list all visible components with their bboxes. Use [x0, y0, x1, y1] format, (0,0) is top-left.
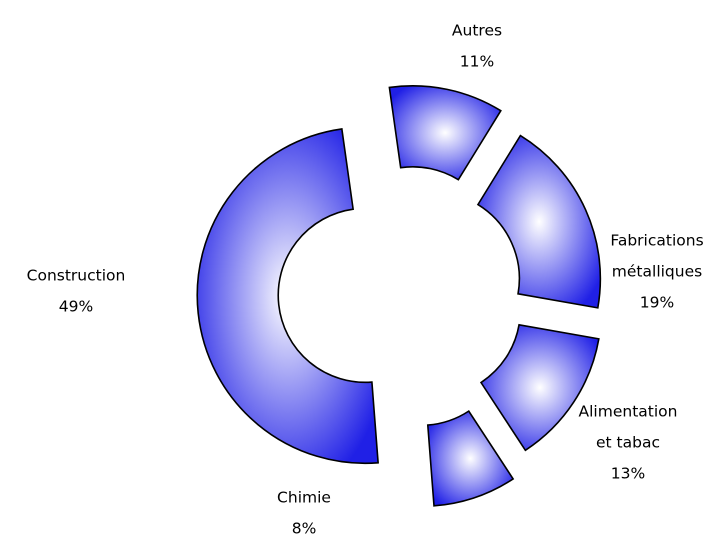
slice-alimentation-et-tabac — [479, 323, 600, 452]
labels-group: Autres 11% Fabrications métalliques 19% Alime… — [27, 22, 704, 538]
slice-category-label: Chimie — [277, 489, 331, 507]
slice-category-label: Construction — [27, 267, 126, 285]
slice-construction — [196, 128, 379, 465]
slice-category-label: et tabac — [596, 434, 660, 452]
slice-value-label: 13% — [611, 465, 645, 483]
slice-value-label: 8% — [292, 520, 317, 538]
slice-category-label: Alimentation — [579, 403, 678, 421]
slice-category-label: Autres — [452, 22, 502, 40]
slice-autres — [388, 85, 502, 181]
slice-value-label: 19% — [640, 294, 674, 312]
slices-group — [196, 85, 602, 507]
slice-value-label: 49% — [59, 298, 93, 316]
slice-chimie — [426, 410, 515, 507]
slice-fabrications-métalliques — [476, 134, 602, 309]
slice-value-label: 11% — [460, 53, 494, 71]
slice-category-label: Fabrications — [610, 232, 703, 250]
slice-category-label: métalliques — [612, 263, 702, 281]
